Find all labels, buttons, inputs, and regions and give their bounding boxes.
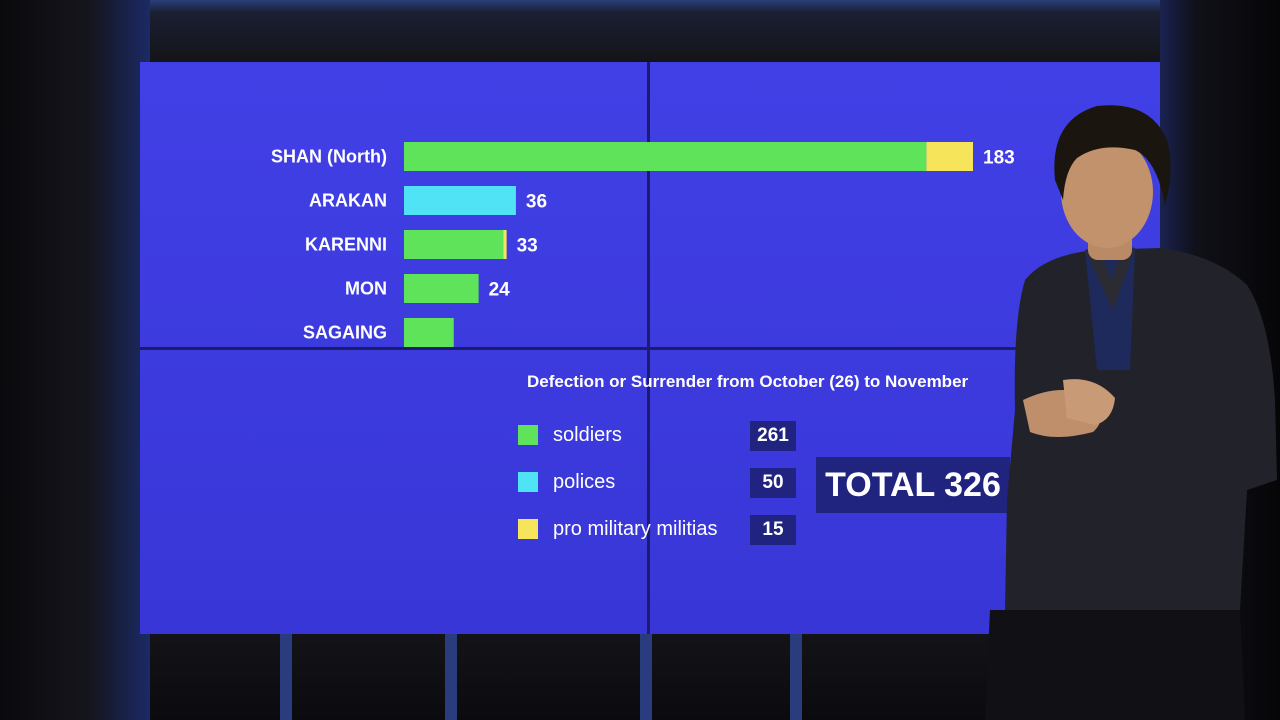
screen-seam-horizontal <box>140 347 1160 350</box>
chart-title: Defection or Surrender from October (26)… <box>527 372 969 391</box>
bar-segment <box>503 230 507 259</box>
category-label: ARAKAN <box>309 191 387 211</box>
count-soldiers: 261 <box>750 421 796 451</box>
video-wall: SHAN (North) 183 ARAKAN 36 KARENNI 33 MON 24 SAG… <box>140 62 1160 634</box>
bar-segment <box>404 230 504 259</box>
floor-light-stripe <box>280 632 292 720</box>
legend-item-militias: pro military militias <box>518 518 717 540</box>
count-polices: 50 <box>750 468 796 498</box>
legend-swatch-soldiers <box>518 425 538 445</box>
floor-light-stripe <box>640 632 652 720</box>
data-label: 33 <box>517 236 538 257</box>
category-label: MON <box>345 279 387 299</box>
data-label: 183 <box>983 148 1015 169</box>
count-militias: 15 <box>750 515 796 545</box>
bar-segment <box>926 142 973 171</box>
floor-light-stripe <box>790 632 802 720</box>
studio-background-left <box>0 0 150 720</box>
presenter-figure <box>985 105 1277 720</box>
category-label: SAGAING <box>303 323 387 343</box>
legend-item-soldiers: soldiers <box>518 424 622 446</box>
legend-label: soldiers <box>553 423 622 446</box>
legend-swatch-militias <box>518 519 538 539</box>
legend-label: pro military militias <box>553 517 718 540</box>
bar-chart: SHAN (North) 183 ARAKAN 36 KARENNI 33 MON 24 SAG… <box>271 142 1015 347</box>
legend-label: polices <box>553 470 616 493</box>
studio-ceiling <box>150 0 1160 62</box>
data-label: 24 <box>489 280 511 301</box>
legend-item-polices: polices <box>518 471 615 493</box>
bar-segment <box>404 142 927 171</box>
legend-swatch-polices <box>518 472 538 492</box>
category-label: KARENNI <box>305 235 387 255</box>
total-badge: TOTAL 326 <box>816 457 1010 513</box>
category-label: SHAN (North) <box>271 147 387 167</box>
floor-light-stripe <box>445 632 457 720</box>
bar-segment <box>404 318 454 347</box>
data-label: 36 <box>526 192 547 213</box>
bar-segment <box>404 186 516 215</box>
bar-segment <box>404 274 479 303</box>
